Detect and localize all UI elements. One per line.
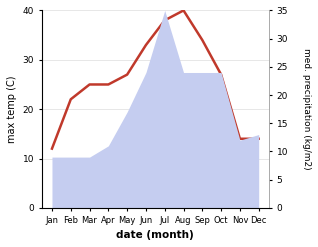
X-axis label: date (month): date (month): [116, 230, 194, 240]
Y-axis label: med. precipitation (kg/m2): med. precipitation (kg/m2): [302, 48, 311, 170]
Y-axis label: max temp (C): max temp (C): [7, 75, 17, 143]
